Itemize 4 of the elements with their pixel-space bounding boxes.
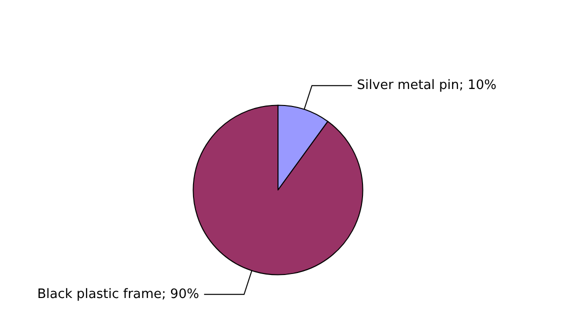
slice-label: Black plastic frame — [37, 286, 162, 302]
data-label: ; 90% — [162, 286, 200, 302]
data-label: ; 10% — [459, 78, 497, 94]
slice-label: Silver metal pin — [356, 78, 460, 94]
